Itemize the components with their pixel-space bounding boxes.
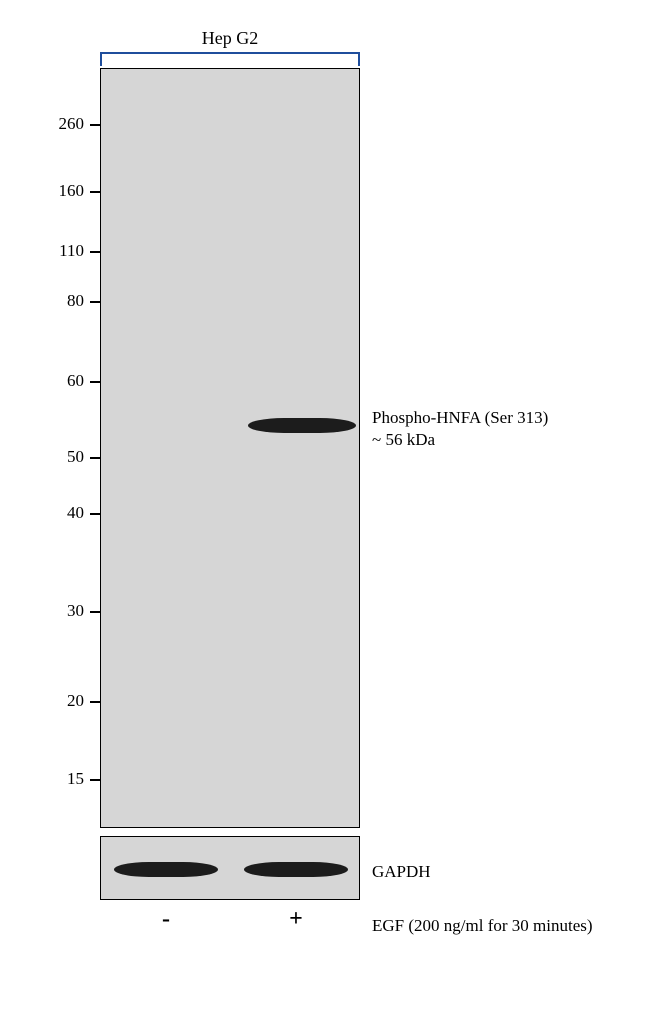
loading-band-lane2 — [244, 862, 348, 877]
main-blot-membrane — [100, 68, 360, 828]
target-protein-size-label: ~ 56 kDa — [372, 430, 435, 450]
mw-tick-15 — [90, 779, 100, 781]
loading-control-label: GAPDH — [372, 862, 431, 882]
mw-label-20: 20 — [67, 691, 84, 711]
mw-label-80: 80 — [67, 291, 84, 311]
lane1-condition-symbol: - — [146, 906, 186, 933]
loading-band-lane1 — [114, 862, 218, 877]
target-band-lane2 — [248, 418, 356, 433]
target-protein-label: Phospho-HNFA (Ser 313) — [372, 408, 548, 428]
mw-tick-80 — [90, 301, 100, 303]
mw-tick-30 — [90, 611, 100, 613]
sample-header-label: Hep G2 — [170, 28, 290, 49]
mw-tick-20 — [90, 701, 100, 703]
lane2-condition-symbol: + — [276, 906, 316, 933]
mw-label-30: 30 — [67, 601, 84, 621]
mw-tick-110 — [90, 251, 100, 253]
mw-label-110: 110 — [59, 241, 84, 261]
mw-tick-60 — [90, 381, 100, 383]
mw-tick-40 — [90, 513, 100, 515]
mw-label-60: 60 — [67, 371, 84, 391]
figure-canvas: Hep G2 260 160 110 80 60 50 40 30 20 15 … — [0, 0, 650, 1016]
mw-tick-260 — [90, 124, 100, 126]
treatment-description: EGF (200 ng/ml for 30 minutes) — [372, 916, 593, 936]
mw-label-15: 15 — [67, 769, 84, 789]
sample-header-bracket — [100, 52, 360, 66]
mw-label-260: 260 — [59, 114, 85, 134]
mw-tick-160 — [90, 191, 100, 193]
mw-label-40: 40 — [67, 503, 84, 523]
mw-label-50: 50 — [67, 447, 84, 467]
mw-label-160: 160 — [59, 181, 85, 201]
mw-tick-50 — [90, 457, 100, 459]
